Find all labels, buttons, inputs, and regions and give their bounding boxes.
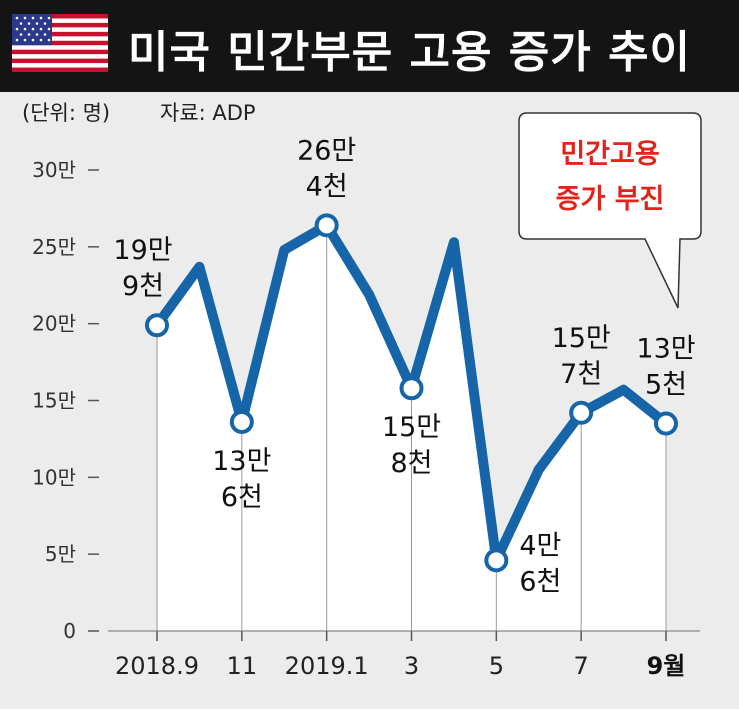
data-label: 6천 (221, 482, 263, 513)
y-tick-label: 10만 (32, 465, 76, 489)
y-tick-label: 25만 (32, 235, 76, 259)
x-tick-label: 11 (227, 652, 258, 680)
y-tick-label: 15만 (32, 389, 76, 413)
y-axis: 30만 25만 20만 15만 10만 5만 0 (32, 158, 99, 643)
chart-title: 미국 민간부문 고용 증가 추이 (128, 27, 692, 78)
x-tick-label: 7 (574, 652, 589, 680)
data-label: 4만 (519, 530, 561, 561)
data-label: 15만 (552, 323, 611, 354)
data-label: 4천 (306, 171, 348, 202)
callout-box: 민간고용 증가 부진 (518, 112, 702, 309)
y-tick-label: 20만 (32, 312, 76, 336)
us-flag-icon (12, 14, 108, 72)
x-axis: 2018.9 11 2019.1 3 5 7 9월 (115, 631, 685, 680)
x-drop-lines (156, 225, 667, 631)
data-label: 26만 (297, 135, 356, 166)
y-tick-label: 30만 (32, 158, 76, 182)
data-point (145, 313, 169, 338)
data-label: 13만 (636, 334, 695, 365)
source-label: 자료: ADP (160, 101, 256, 125)
y-tick-label: 5만 (45, 542, 76, 566)
data-label: 5천 (645, 370, 687, 401)
data-point (484, 548, 509, 573)
x-tick-label: 5 (489, 652, 504, 680)
data-label: 13만 (212, 446, 271, 477)
chart-header: 미국 민간부문 고용 증가 추이 (0, 0, 739, 92)
data-point (569, 400, 594, 425)
data-point (314, 213, 339, 238)
data-markers (145, 213, 678, 573)
x-tick-label: 2018.9 (115, 652, 199, 680)
data-label: 9천 (122, 271, 164, 302)
data-label: 19만 (113, 235, 172, 266)
y-tick-label: 0 (63, 619, 76, 643)
x-tick-label: 3 (404, 652, 419, 680)
callout-line-1: 민간고용 (560, 139, 659, 170)
callout-line-2: 증가 부진 (556, 184, 665, 215)
data-label: 8천 (390, 448, 432, 479)
data-point (399, 376, 424, 401)
data-label: 15만 (382, 412, 441, 443)
data-label: 6천 (519, 566, 561, 597)
data-point (654, 411, 678, 436)
x-tick-label: 9월 (647, 652, 686, 680)
x-tick-label: 2019.1 (285, 652, 369, 680)
unit-label: (단위: 명) (22, 101, 110, 125)
data-label: 7천 (560, 359, 602, 390)
data-point (229, 410, 254, 435)
data-labels: 19만 9천 13만 6천 26만 4천 15만 8천 4만 6천 15만 7천 13만 5천 (113, 135, 695, 597)
